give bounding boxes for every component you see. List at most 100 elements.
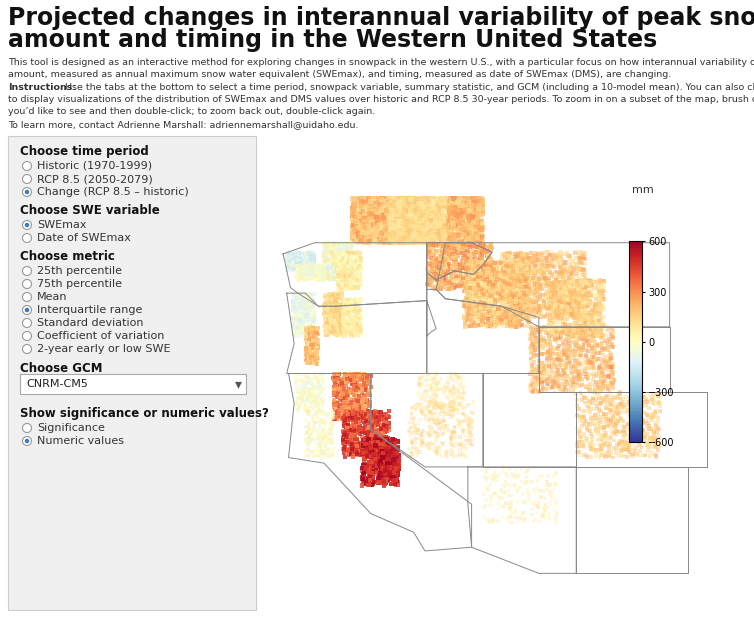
Point (464, 223, 477, 233)
Point (352, 283, 364, 293)
Point (387, 213, 399, 223)
Point (305, 325, 317, 335)
Point (477, 197, 489, 207)
Point (388, 218, 400, 228)
Point (411, 445, 423, 455)
Point (629, 422, 641, 432)
Point (443, 211, 455, 221)
Point (410, 206, 422, 216)
Point (351, 319, 363, 329)
Point (472, 258, 484, 268)
Point (501, 285, 513, 295)
Point (513, 316, 526, 326)
Point (446, 440, 458, 450)
Point (441, 211, 453, 221)
Point (430, 211, 442, 221)
Point (310, 337, 322, 347)
Point (379, 452, 391, 462)
Point (550, 278, 562, 288)
Point (396, 224, 408, 234)
Point (356, 480, 368, 490)
Point (357, 378, 369, 388)
Point (449, 403, 461, 413)
Point (363, 226, 375, 236)
Point (471, 257, 483, 267)
Point (305, 263, 317, 273)
Point (571, 302, 583, 312)
Point (447, 397, 459, 407)
Point (366, 413, 378, 423)
Point (403, 221, 415, 231)
Point (605, 362, 617, 372)
Point (348, 254, 360, 264)
Point (348, 196, 360, 206)
Point (506, 275, 518, 285)
Point (587, 437, 599, 447)
Point (471, 312, 483, 322)
Point (497, 287, 509, 297)
Point (648, 428, 660, 438)
Point (337, 251, 349, 261)
Point (394, 190, 406, 200)
Point (351, 298, 363, 308)
Point (364, 219, 376, 229)
Point (578, 443, 590, 453)
Point (464, 214, 476, 224)
Point (351, 283, 363, 293)
Point (578, 265, 590, 275)
Point (535, 312, 547, 322)
Point (394, 201, 406, 211)
Point (349, 248, 361, 258)
Point (489, 260, 501, 270)
Point (349, 325, 361, 335)
Point (385, 238, 397, 248)
Point (380, 475, 392, 485)
Point (410, 206, 422, 216)
Point (395, 232, 407, 242)
Point (532, 386, 544, 396)
Point (616, 402, 628, 412)
Point (313, 261, 325, 271)
Point (339, 255, 351, 265)
Point (354, 371, 366, 381)
Point (438, 401, 450, 411)
Point (550, 283, 562, 293)
Point (346, 282, 358, 292)
Point (309, 270, 321, 280)
Point (308, 418, 320, 428)
Point (366, 480, 379, 490)
Point (339, 419, 351, 429)
Point (308, 316, 320, 326)
Point (339, 442, 351, 452)
Point (582, 281, 594, 291)
Point (332, 272, 344, 282)
Point (578, 299, 590, 309)
Point (458, 237, 470, 247)
Point (393, 463, 405, 473)
Point (572, 327, 584, 337)
Point (474, 290, 486, 300)
Point (578, 323, 590, 333)
Point (330, 384, 342, 394)
Point (333, 264, 345, 274)
Point (348, 202, 360, 212)
Point (534, 267, 546, 277)
Point (458, 255, 470, 265)
Point (438, 226, 450, 236)
Point (333, 280, 345, 290)
Point (428, 190, 440, 200)
Point (428, 202, 440, 212)
Point (332, 290, 344, 300)
Point (361, 219, 373, 229)
Point (329, 246, 341, 256)
Point (554, 324, 566, 334)
Point (412, 182, 424, 192)
Point (636, 428, 648, 438)
Point (417, 409, 429, 419)
Point (623, 443, 635, 453)
Point (509, 274, 521, 284)
Point (363, 387, 375, 398)
Point (415, 210, 427, 220)
Point (349, 323, 361, 333)
Point (304, 295, 316, 305)
